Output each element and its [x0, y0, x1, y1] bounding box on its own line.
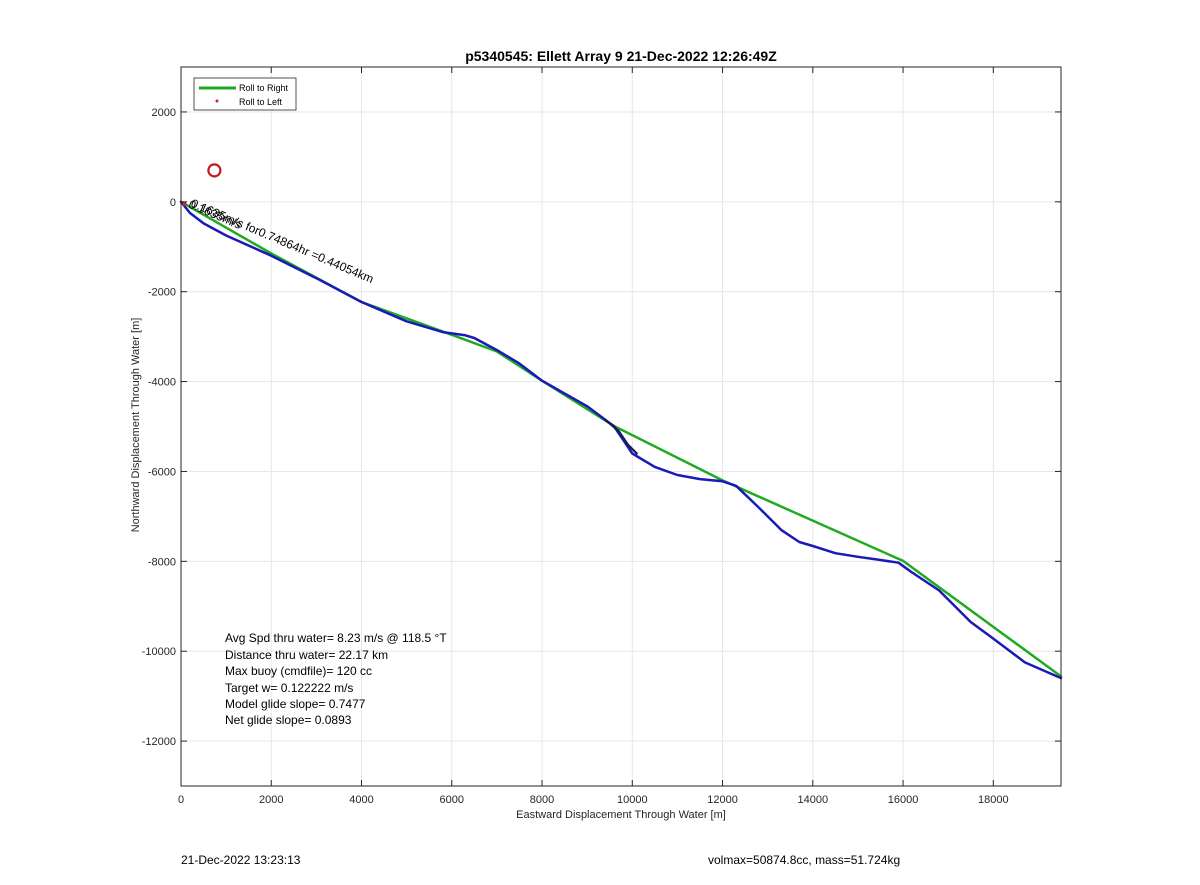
chart-title: p5340545: Ellett Array 9 21-Dec-2022 12:…: [465, 48, 777, 64]
y-tick-label: -6000: [148, 466, 176, 478]
series-layer: [179, 200, 1063, 680]
x-tick-label: 14000: [797, 794, 828, 806]
x-tick-label: 18000: [978, 794, 1009, 806]
x-tick-label: 0: [178, 794, 184, 806]
stats-line-net-glide: Net glide slope= 0.0893: [225, 713, 352, 727]
legend-label-roll-left: Roll to Left: [239, 97, 283, 107]
plot-frame: [180, 66, 1062, 787]
y-tick-label: 2000: [152, 107, 176, 119]
roll-left-dot-marker: [182, 202, 187, 207]
x-axis-label: Eastward Displacement Through Water [m]: [516, 809, 726, 821]
stats-line-model-glide: Model glide slope= 0.7477: [225, 697, 366, 711]
series-line-2: [604, 418, 638, 455]
y-tick-label: -4000: [148, 377, 176, 389]
marker-layer: [182, 163, 222, 207]
stats-line-target-w: Target w= 0.122222 m/s: [225, 681, 353, 695]
footer-timestamp: 21-Dec-2022 13:23:13: [181, 853, 301, 867]
tick-layer: 0 2000 4000 6000 8000 10000 12000 14000 16000 180…: [142, 67, 1061, 806]
stats-text-box: Avg Spd thru water= 8.23 m/s @ 118.5 °T …: [225, 631, 447, 727]
y-tick-label: -8000: [148, 556, 176, 568]
x-tick-label: 4000: [349, 794, 373, 806]
y-tick-label: 0: [170, 197, 176, 209]
x-tick-label: 10000: [617, 794, 648, 806]
y-tick-label: -10000: [142, 646, 176, 658]
stats-line-distance: Distance thru water= 22.17 km: [225, 648, 388, 662]
footer-stats: volmax=50874.8cc, mass=51.724kg: [708, 853, 901, 867]
x-tick-label: 8000: [530, 794, 554, 806]
y-tick-label: -12000: [142, 736, 176, 748]
grid-layer: [180, 67, 1061, 786]
x-tick-label: 2000: [259, 794, 283, 806]
x-tick-label: 16000: [888, 794, 919, 806]
y-tick-label: -2000: [148, 287, 176, 299]
legend-label-roll-right: Roll to Right: [239, 83, 289, 93]
legend-marker-roll-left: [215, 99, 219, 103]
start-circle-marker: [207, 163, 222, 178]
x-tick-label: 6000: [440, 794, 464, 806]
series-line-1: [179, 200, 1063, 680]
stats-line-max-buoy: Max buoy (cmdfile)= 120 cc: [225, 664, 372, 678]
x-tick-label: 12000: [707, 794, 738, 806]
legend-box: [193, 77, 297, 111]
y-axis-label: Northward Displacement Through Water [m]: [130, 318, 142, 533]
legend: Roll to Right Roll to Left: [193, 77, 297, 111]
stats-line-avg-speed: Avg Spd thru water= 8.23 m/s @ 118.5 °T: [225, 631, 447, 645]
